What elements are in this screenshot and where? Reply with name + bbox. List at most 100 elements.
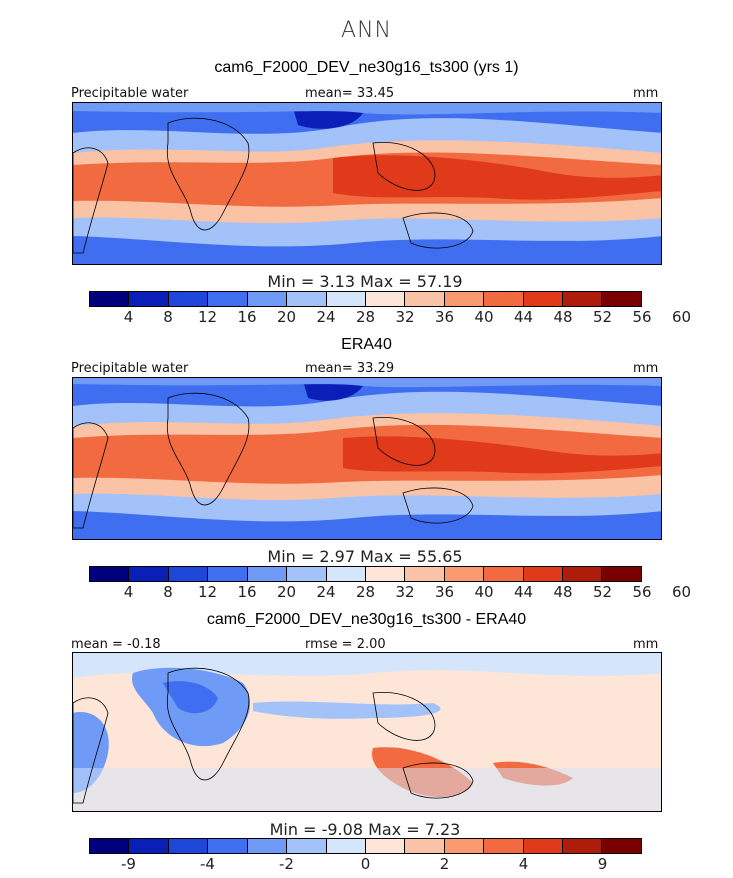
- obs-colorbar-tick-label: 36: [434, 583, 455, 601]
- model-colorbar-swatch: [484, 292, 524, 306]
- model-colorbar-tick-label: 32: [395, 308, 415, 326]
- obs-colorbar-swatch: [602, 567, 641, 581]
- obs-units-label: mm: [633, 361, 659, 376]
- diff-colorbar-swatch: [563, 839, 603, 853]
- diff-colorbar-swatch: [365, 839, 406, 853]
- obs-field-heatmap: [73, 378, 661, 539]
- obs-colorbar-tick-label: 28: [355, 583, 376, 601]
- model-colorbar-tick-label: 60: [671, 308, 692, 326]
- obs-colorbar: [89, 566, 642, 582]
- diff-colorbar-swatch: [90, 839, 130, 853]
- diff-colorbar-swatch: [523, 839, 564, 853]
- obs-colorbar-swatch: [444, 567, 485, 581]
- obs-mean-label: mean= 33.29: [305, 361, 395, 376]
- model-colorbar-swatch: [168, 292, 209, 306]
- model-colorbar-tick-label: 28: [355, 308, 376, 326]
- model-panel-title: cam6_F2000_DEV_ne30g16_ts300 (yrs 1): [214, 59, 519, 76]
- obs-colorbar-swatch: [365, 567, 406, 581]
- obs-minmax: Min = 2.97 Max = 55.65: [267, 547, 463, 566]
- obs-colorbar-tick-label: 8: [163, 583, 173, 601]
- obs-colorbar-tick-label: 32: [395, 583, 415, 601]
- model-colorbar-tick-label: 56: [632, 308, 652, 326]
- obs-colorbar-swatch: [129, 567, 169, 581]
- obs-colorbar-tick-label: 24: [316, 583, 336, 601]
- model-variable-label: Precipitable water: [71, 86, 189, 101]
- obs-colorbar-tick-label: 20: [276, 583, 297, 601]
- diff-colorbar-tick-label: -4: [200, 855, 215, 873]
- model-colorbar-swatch: [129, 292, 169, 306]
- model-mean-label: mean= 33.45: [305, 86, 395, 101]
- diff-colorbar-swatch: [208, 839, 248, 853]
- diff-minmax: Min = -9.08 Max = 7.23: [269, 820, 461, 839]
- obs-colorbar-swatch: [208, 567, 248, 581]
- season-title: ANN: [341, 18, 392, 43]
- model-colorbar-tick-label: 8: [163, 308, 173, 326]
- obs-colorbar-swatch: [523, 567, 564, 581]
- obs-colorbar-swatch: [287, 567, 327, 581]
- model-colorbar-tick-label: 40: [474, 308, 494, 326]
- diff-mean-label: mean = -0.18: [71, 637, 161, 652]
- model-colorbar-tick-label: 48: [553, 308, 573, 326]
- model-colorbar-swatch: [247, 292, 288, 306]
- obs-colorbar-swatch: [90, 567, 130, 581]
- obs-colorbar-swatch: [326, 567, 366, 581]
- model-colorbar-tick-label: 24: [316, 308, 336, 326]
- model-colorbar-swatch: [365, 292, 406, 306]
- model-map: [72, 102, 662, 265]
- obs-colorbar-tick-label: 4: [123, 583, 134, 601]
- obs-colorbar-tick-label: 60: [671, 583, 692, 601]
- diff-colorbar-swatch: [602, 839, 641, 853]
- model-colorbar-tick-label: 16: [237, 308, 257, 326]
- model-colorbar-swatch: [523, 292, 564, 306]
- model-colorbar-swatch: [563, 292, 603, 306]
- diff-colorbar-swatch: [287, 839, 327, 853]
- obs-colorbar-tick-label: 52: [592, 583, 613, 601]
- diff-colorbar-tick-label: 2: [439, 855, 450, 873]
- diff-field-heatmap: [73, 653, 661, 811]
- diff-colorbar-swatch: [444, 839, 485, 853]
- diff-colorbar-tick-label: 0: [360, 855, 371, 873]
- diff-colorbar: [89, 838, 642, 854]
- obs-colorbar-tick-label: 44: [513, 583, 534, 601]
- diff-colorbar-swatch: [484, 839, 524, 853]
- diff-colorbar-swatch: [247, 839, 288, 853]
- diff-colorbar-swatch: [168, 839, 209, 853]
- model-colorbar: [89, 291, 642, 307]
- model-colorbar-tick-label: 52: [592, 308, 613, 326]
- diff-colorbar-tick-label: -2: [279, 855, 294, 873]
- model-colorbar-tick-label: 20: [276, 308, 297, 326]
- model-colorbar-swatch: [90, 292, 130, 306]
- model-colorbar-swatch: [602, 292, 641, 306]
- model-colorbar-swatch: [405, 292, 445, 306]
- obs-panel-title: ERA40: [341, 336, 392, 353]
- model-colorbar-tick-label: 4: [123, 308, 134, 326]
- diff-colorbar-swatch: [405, 839, 445, 853]
- obs-colorbar-tick-label: 56: [632, 583, 652, 601]
- diff-colorbar-tick-label: -9: [121, 855, 136, 873]
- model-field-heatmap: [73, 103, 661, 264]
- model-colorbar-swatch: [326, 292, 366, 306]
- obs-colorbar-tick-label: 16: [237, 583, 257, 601]
- diff-colorbar-tick-label: 9: [597, 855, 608, 873]
- obs-map: [72, 377, 662, 540]
- obs-colorbar-swatch: [168, 567, 209, 581]
- model-minmax: Min = 3.13 Max = 57.19: [267, 272, 463, 291]
- diff-panel-title: cam6_F2000_DEV_ne30g16_ts300 - ERA40: [206, 611, 527, 628]
- model-units-label: mm: [633, 86, 659, 101]
- diff-map: [72, 652, 662, 812]
- model-colorbar-tick-label: 12: [197, 308, 218, 326]
- model-colorbar-swatch: [444, 292, 485, 306]
- obs-colorbar-tick-label: 40: [474, 583, 494, 601]
- model-colorbar-tick-label: 36: [434, 308, 455, 326]
- diff-colorbar-swatch: [129, 839, 169, 853]
- obs-colorbar-swatch: [247, 567, 288, 581]
- model-colorbar-swatch: [208, 292, 248, 306]
- obs-colorbar-swatch: [405, 567, 445, 581]
- model-colorbar-tick-label: 44: [513, 308, 534, 326]
- diff-rmse-label: rmse = 2.00: [305, 637, 386, 652]
- obs-colorbar-tick-label: 12: [197, 583, 218, 601]
- diff-colorbar-swatch: [326, 839, 366, 853]
- diff-units-label: mm: [633, 637, 659, 652]
- model-colorbar-swatch: [287, 292, 327, 306]
- obs-colorbar-tick-label: 48: [553, 583, 573, 601]
